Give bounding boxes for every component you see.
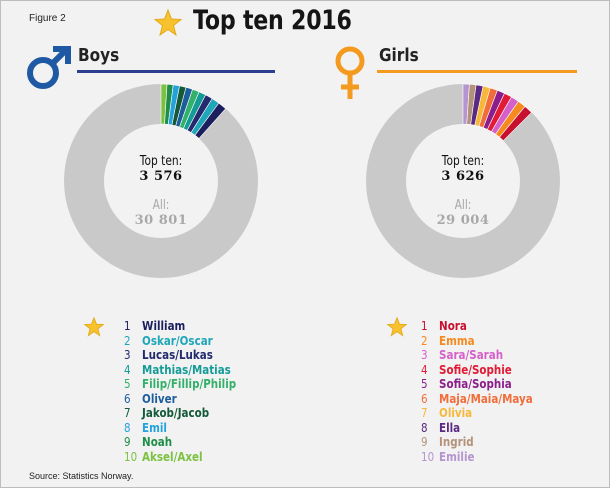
list-name: Olivia xyxy=(439,406,473,420)
list-name: Sara/Sarah xyxy=(439,348,504,362)
girls-list-item: 5 Sofia/Sophia xyxy=(421,377,533,392)
girls-rule xyxy=(377,70,577,73)
girls-list-item: 3 Sara/Sarah xyxy=(421,348,533,363)
boys-list-item: 2 Oskar/Oscar xyxy=(124,334,236,349)
list-name: Ella xyxy=(439,420,461,435)
female-symbol-icon xyxy=(335,46,365,99)
list-name: Lucas/Lukas xyxy=(142,348,213,362)
girls-list-item: 2 Emma xyxy=(421,334,533,349)
list-rank: 5 xyxy=(124,377,131,391)
boys-name-list: 1 William 2 Oskar/Oscar 3 Lucas/Lukas 4 Mathias… xyxy=(124,319,254,464)
list-rank: 8 xyxy=(124,420,131,435)
boys-list-item: 1 William xyxy=(124,319,236,334)
list-rank: 9 xyxy=(421,435,428,449)
list-rank: 1 xyxy=(421,319,428,333)
chart-title: Top ten 2016 xyxy=(193,5,352,36)
boys-top-ten-label: Top ten: xyxy=(139,154,183,169)
boys-all-label: All: xyxy=(152,198,170,213)
list-name: Noah xyxy=(142,435,173,449)
list-name: William xyxy=(142,319,186,333)
list-name: Oskar/Oscar xyxy=(142,333,213,348)
list-rank: 8 xyxy=(421,420,428,435)
boys-rule xyxy=(77,70,275,73)
boys-list-item: 5 Filip/Fillip/Philip xyxy=(124,377,236,392)
list-rank: 7 xyxy=(421,406,428,420)
boys-list-item: 6 Oliver xyxy=(124,392,236,407)
source-note: Source: Statistics Norway. xyxy=(29,471,134,481)
girls-all-label: All: xyxy=(454,198,472,213)
list-rank: 1 xyxy=(124,319,131,333)
list-rank: 6 xyxy=(124,391,131,406)
girls-list-item: 7 Olivia xyxy=(421,406,533,421)
girls-list-item: 4 Sofie/Sophie xyxy=(421,363,533,378)
list-name: Jakob/Jacob xyxy=(142,406,210,420)
list-name: Ingrid xyxy=(439,435,474,449)
list-name: Mathias/Matias xyxy=(142,362,231,377)
list-name: Oliver xyxy=(142,391,177,406)
girls-slice-1 xyxy=(499,106,533,142)
boys-list-item: 7 Jakob/Jacob xyxy=(124,406,236,421)
girls-list-item: 6 Maja/Maia/Maya xyxy=(421,392,533,407)
list-rank: 2 xyxy=(421,333,428,348)
girls-list-item: 10 Emilie xyxy=(421,450,533,465)
list-rank: 4 xyxy=(421,362,428,377)
list-rank: 2 xyxy=(124,333,131,348)
girls-heading: Girls xyxy=(379,45,419,66)
boys-center-text: Top ten: 3 576 All: 30 801 xyxy=(101,154,221,228)
list-rank: 3 xyxy=(421,348,428,362)
boys-all-value: 30 801 xyxy=(134,213,188,228)
list-rank: 10 xyxy=(124,449,138,464)
boys-list-item: 3 Lucas/Lukas xyxy=(124,348,236,363)
boys-slice-1 xyxy=(194,102,227,139)
list-rank: 6 xyxy=(421,391,428,406)
girls-name-list: 1 Nora 2 Emma 3 Sara/Sarah 4 Sofie/Sophie 5 Sofia… xyxy=(421,319,551,464)
list-rank: 3 xyxy=(124,348,131,362)
girls-list-item: 1 Nora xyxy=(421,319,533,334)
list-name: Emilie xyxy=(439,449,475,464)
star-icon xyxy=(153,9,183,37)
list-rank: 9 xyxy=(124,435,131,449)
list-name: Maja/Maia/Maya xyxy=(439,391,533,406)
list-name: Nora xyxy=(439,319,467,333)
list-name: Emma xyxy=(439,333,475,348)
girls-center-text: Top ten: 3 626 All: 29 004 xyxy=(403,154,523,228)
boys-top-ten-value: 3 576 xyxy=(139,169,183,184)
girls-top-ten-label: Top ten: xyxy=(441,154,485,169)
list-name: Sofia/Sophia xyxy=(439,377,512,391)
list-rank: 5 xyxy=(421,377,428,391)
list-name: Filip/Fillip/Philip xyxy=(142,377,237,391)
girls-all-value: 29 004 xyxy=(436,213,490,228)
boys-list-item: 9 Noah xyxy=(124,435,236,450)
girls-donut-chart xyxy=(366,83,560,278)
boys-list-item: 10 Aksel/Axel xyxy=(124,450,236,465)
male-symbol-icon xyxy=(27,46,71,89)
girls-top-ten-value: 3 626 xyxy=(441,169,485,184)
girls-list-item: 8 Ella xyxy=(421,421,533,436)
list-rank: 4 xyxy=(124,362,131,377)
list-rank: 10 xyxy=(421,449,435,464)
boys-list-item: 8 Emil xyxy=(124,421,236,436)
list-name: Aksel/Axel xyxy=(142,449,203,464)
boys-list-item: 4 Mathias/Matias xyxy=(124,363,236,378)
list-rank: 7 xyxy=(124,406,131,420)
girls-list-item: 9 Ingrid xyxy=(421,435,533,450)
boys-list-star-icon xyxy=(83,317,105,337)
boys-heading: Boys xyxy=(78,45,120,66)
girls-list-star-icon xyxy=(386,317,408,337)
figure-label: Figure 2 xyxy=(29,13,66,24)
list-name: Sofie/Sophie xyxy=(439,362,512,377)
list-name: Emil xyxy=(142,420,167,435)
boys-donut-chart xyxy=(64,83,258,278)
